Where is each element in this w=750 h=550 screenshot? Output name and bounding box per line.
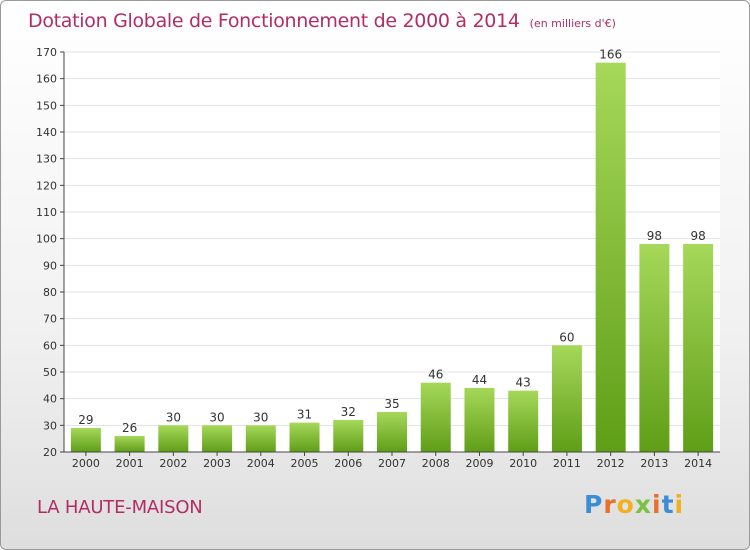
x-tick-label: 2008 (422, 457, 450, 470)
y-tick-label: 50 (43, 366, 57, 379)
data-label: 30 (209, 410, 224, 424)
data-label: 26 (122, 421, 137, 435)
bar-2011 (551, 345, 582, 452)
y-tick-label: 80 (43, 286, 57, 299)
y-tick-label: 40 (43, 393, 57, 406)
bar-2014 (683, 244, 714, 452)
data-label: 32 (341, 405, 356, 419)
x-tick-label: 2013 (640, 457, 668, 470)
axes (60, 51, 720, 456)
x-tick-label: 2002 (159, 457, 187, 470)
x-tick-label: 2005 (291, 457, 319, 470)
bar-2010 (508, 390, 539, 452)
bar-2012 (595, 62, 626, 453)
proxiti-logo: Proxiti (584, 490, 685, 519)
y-tick-label: 140 (36, 126, 57, 139)
labels: 20 30 40 50 60 70 80 90 100 110 120 130 140 150 160 170… (36, 46, 712, 470)
x-tick-label: 2003 (203, 457, 231, 470)
bar-2003 (202, 425, 233, 452)
y-tick-label: 130 (36, 153, 57, 166)
data-label: 30 (166, 410, 181, 424)
y-tick-label: 110 (36, 206, 57, 219)
chart-title: Dotation Globale de Fonctionnement de 20… (28, 10, 520, 32)
x-tick-label: 2007 (378, 457, 406, 470)
y-tick-label: 120 (36, 179, 57, 192)
data-label: 98 (647, 229, 662, 243)
y-tick-label: 170 (36, 46, 57, 59)
bar-2000 (70, 428, 101, 452)
y-tick-label: 20 (43, 446, 57, 459)
bar-2002 (158, 425, 189, 452)
bar-2006 (333, 420, 364, 452)
x-tick-label: 2009 (465, 457, 493, 470)
commune-name: LA HAUTE-MAISON (37, 497, 203, 518)
data-label: 44 (472, 373, 487, 387)
data-label: 166 (599, 48, 622, 62)
data-label: 98 (690, 229, 705, 243)
data-label: 30 (253, 410, 268, 424)
x-tick-label: 2001 (116, 457, 144, 470)
bar-2009 (464, 388, 495, 452)
y-tick-label: 100 (36, 233, 57, 246)
bars (70, 62, 714, 453)
chart-unit: (en milliers d'€) (529, 17, 616, 30)
y-tick-label: 60 (43, 339, 57, 352)
x-tick-label: 2014 (684, 457, 712, 470)
x-tick-label: 2006 (334, 457, 362, 470)
data-label: 31 (297, 408, 312, 422)
y-tick-label: 30 (43, 419, 57, 432)
x-tick-label: 2011 (553, 457, 581, 470)
bar-2005 (289, 422, 320, 452)
bar-2001 (114, 436, 145, 452)
data-label: 35 (384, 397, 399, 411)
bar-2008 (420, 382, 451, 452)
y-tick-label: 70 (43, 313, 57, 326)
x-tick-label: 2010 (509, 457, 537, 470)
chart-header: Dotation Globale de Fonctionnement de 20… (28, 10, 616, 32)
bar-2013 (639, 244, 670, 452)
bar-2004 (245, 425, 276, 452)
y-tick-label: 150 (36, 99, 57, 112)
x-tick-label: 2000 (72, 457, 100, 470)
data-label: 46 (428, 368, 443, 382)
y-tick-label: 160 (36, 73, 57, 86)
x-tick-label: 2012 (597, 457, 625, 470)
data-label: 29 (78, 413, 93, 427)
y-tick-label: 90 (43, 259, 57, 272)
data-label: 43 (516, 376, 531, 390)
bar-2007 (377, 412, 407, 452)
x-tick-label: 2004 (247, 457, 275, 470)
data-label: 60 (559, 330, 574, 344)
